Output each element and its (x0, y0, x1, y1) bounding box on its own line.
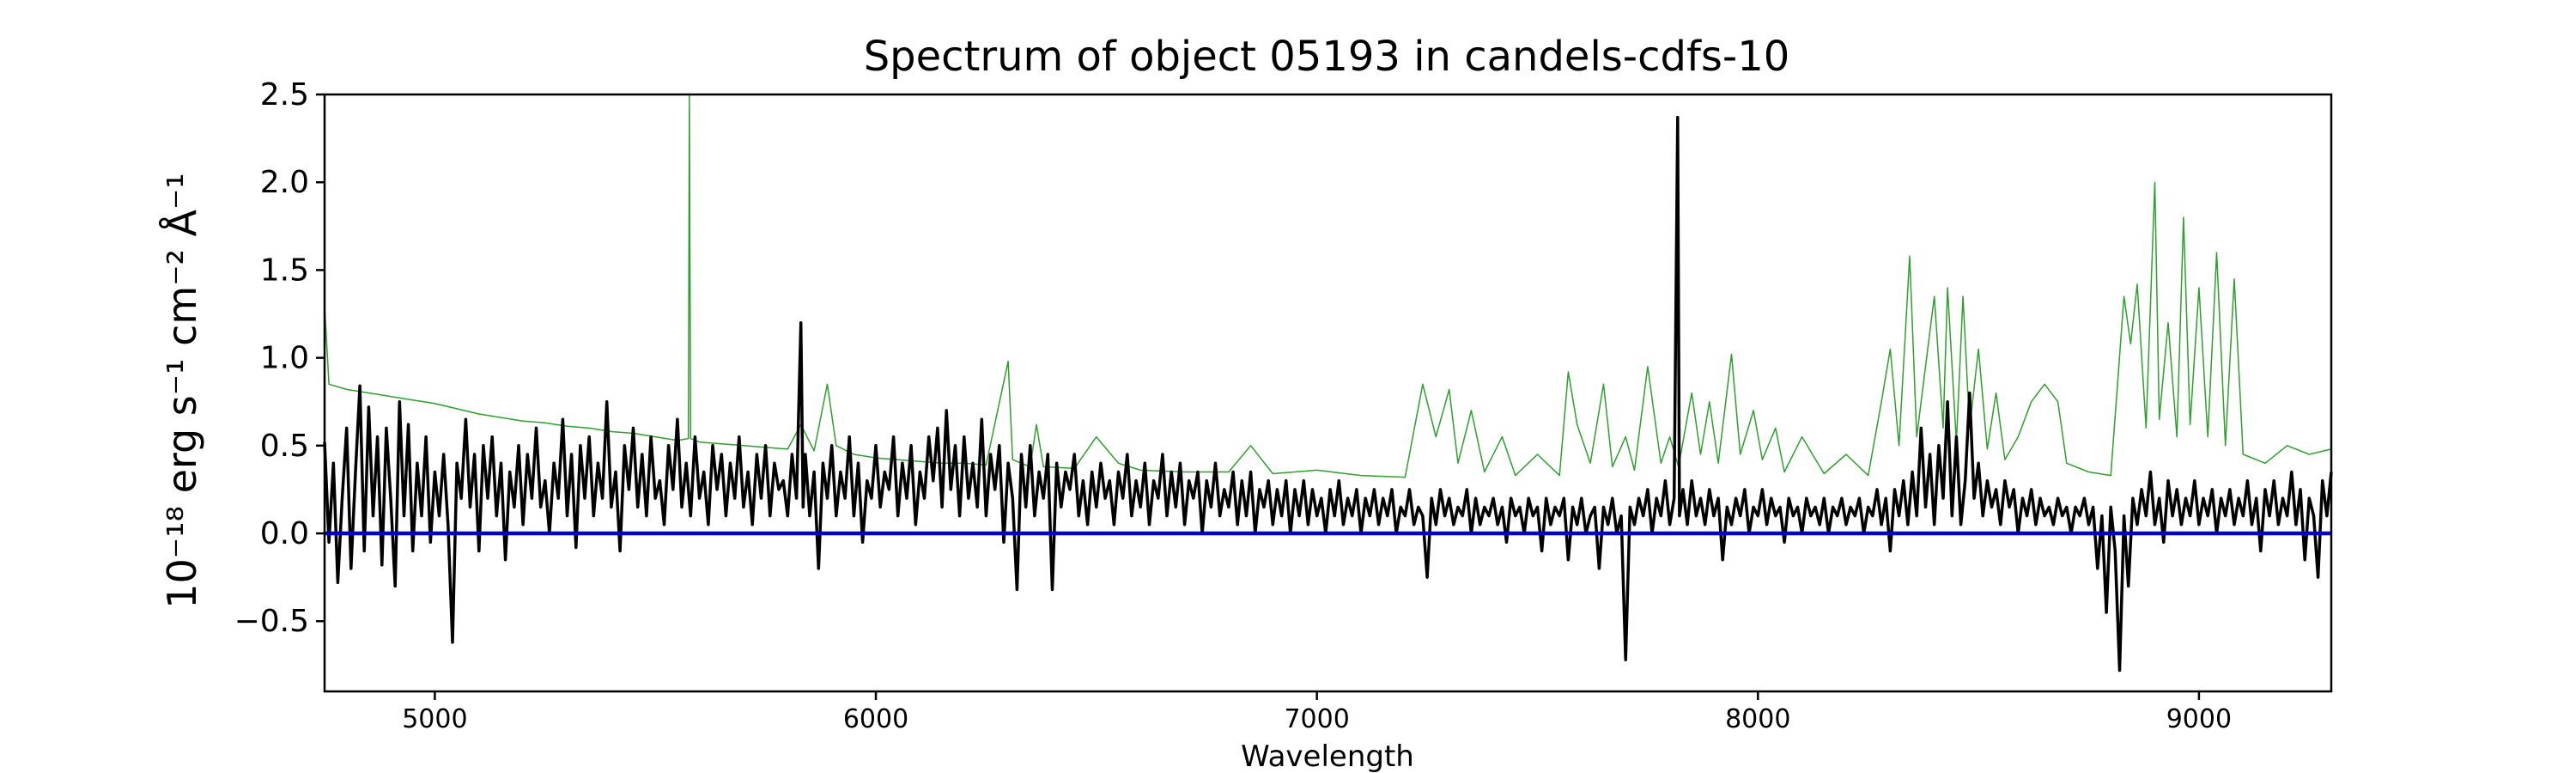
y-tick-label: 2.5 (260, 77, 309, 113)
plot-series (323, 94, 2333, 673)
x-tick-label: 5000 (402, 704, 467, 734)
y-tick-label: 2.0 (260, 165, 309, 200)
chart-title: Spectrum of object 05193 in candels-cdfs… (864, 33, 1790, 81)
y-tick-label: −0.5 (234, 604, 309, 639)
y-axis-label: 10⁻¹⁸ erg s⁻¹ cm⁻² Å⁻¹ (159, 173, 205, 608)
series-line-flux (323, 115, 2333, 673)
y-tick-label: 1.0 (260, 341, 309, 376)
x-axis-label: Wavelength (1241, 740, 1414, 773)
x-tick-label: 8000 (1725, 704, 1790, 734)
y-tick-label: 0.5 (260, 429, 309, 464)
y-tick-label: 0.0 (260, 516, 309, 551)
x-axis-ticks: 5000 6000 7000 8000 9000 (402, 691, 2232, 734)
y-axis-ticks: −0.5 0.0 0.5 1.0 1.5 2.0 2.5 (234, 77, 325, 639)
y-tick-label: 1.5 (260, 253, 309, 288)
plot-frame (323, 93, 2333, 693)
x-tick-label: 6000 (843, 704, 908, 734)
x-tick-label: 9000 (2166, 704, 2232, 734)
series-line-noise (324, 94, 2332, 478)
x-tick-label: 7000 (1284, 704, 1349, 734)
